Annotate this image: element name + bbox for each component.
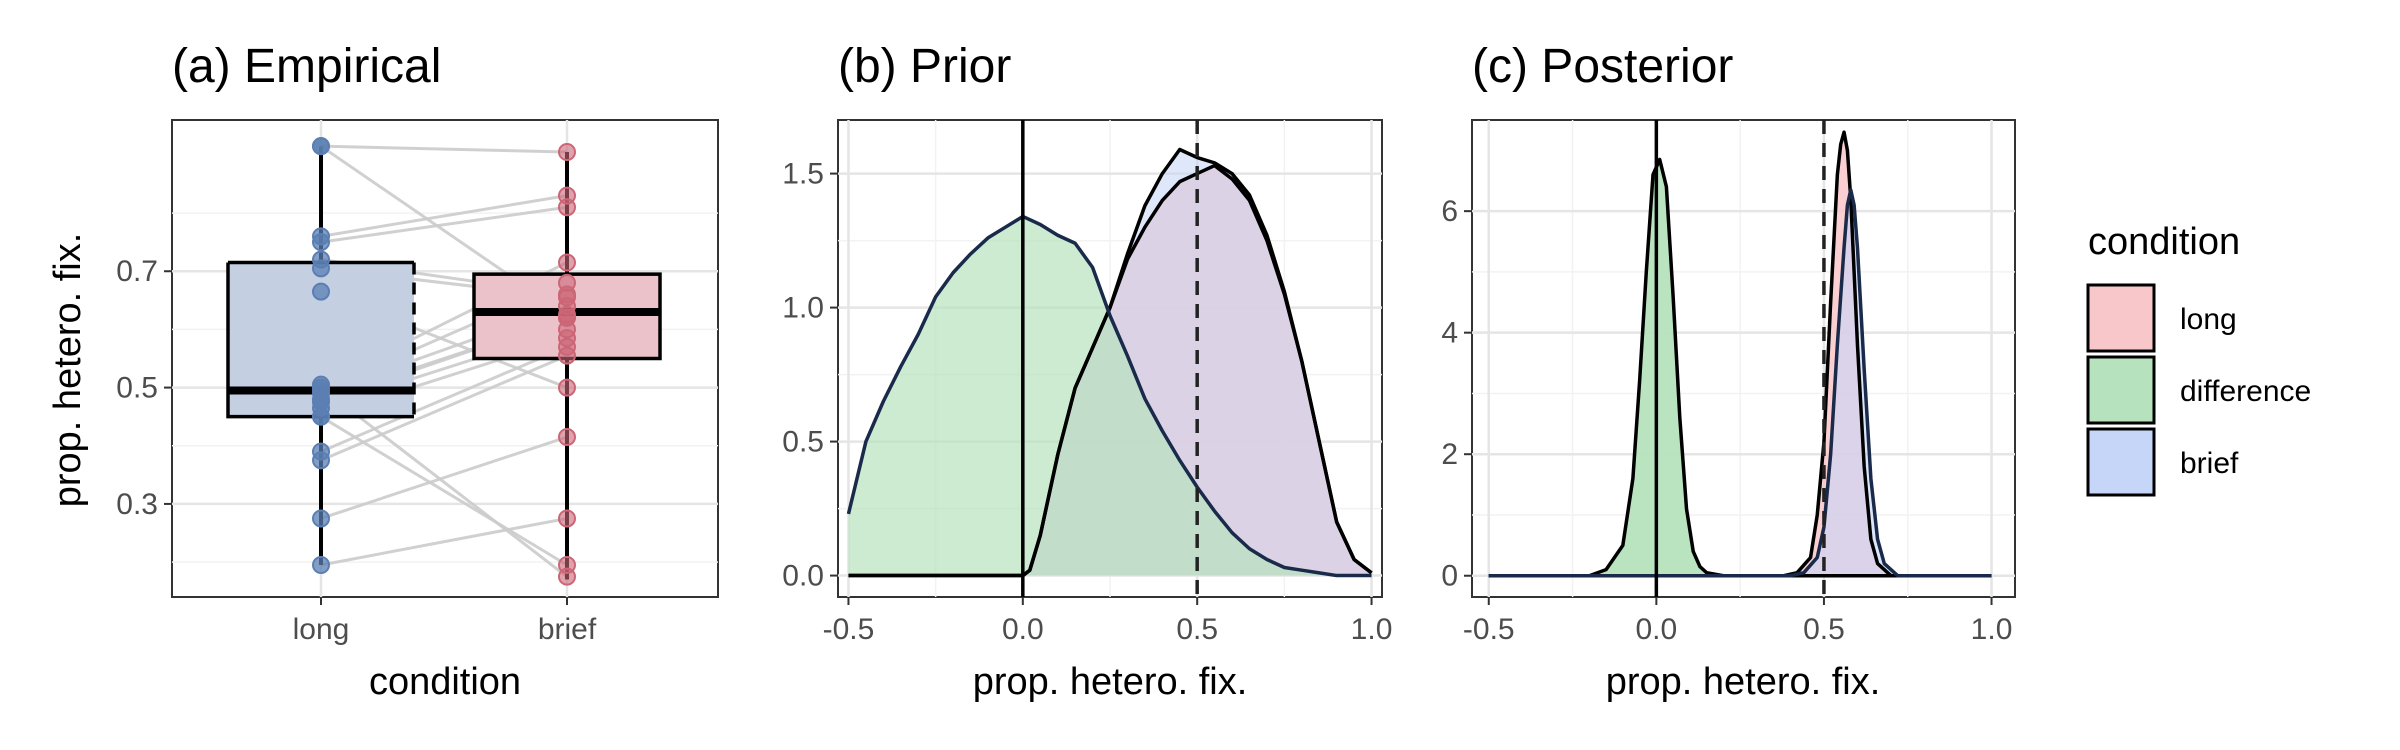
pair-line [320, 144, 568, 154]
pair-line [320, 415, 568, 567]
panel-prior-title: (b) Prior [838, 40, 1011, 93]
point-brief [558, 308, 576, 327]
pair-line [320, 435, 568, 520]
panel-prior-axes: 0.0 0.5 1.0 1.5 -0.5 0.0 0.5 1.0 [782, 158, 1392, 646]
panel-empirical-axes: 0.3 0.5 0.7 long brief [116, 255, 597, 646]
x-tick-label: -0.5 [1463, 613, 1515, 646]
pair-line [320, 205, 568, 244]
x-tick-label: 0.5 [1803, 613, 1845, 646]
y-tick-label: 1.5 [782, 158, 824, 191]
point-brief [558, 346, 576, 365]
x-tick-label: long [293, 613, 350, 646]
panel-posterior-title: (c) Posterior [1472, 40, 1733, 93]
density-outline-long [1488, 130, 1992, 578]
legend-title: condition [2088, 221, 2240, 263]
point-brief [558, 567, 576, 586]
panel-posterior-areas [1488, 130, 1992, 578]
x-tick-label: -0.5 [823, 613, 875, 646]
panel-prior-xlabel: prop. hetero. fix. [973, 661, 1248, 703]
panel-posterior: 0 2 4 6 -0.5 0.0 0.5 1.0 (c) Posterior prop. he… [1441, 40, 2016, 703]
point-long [312, 233, 330, 252]
y-tick-label: 0.7 [116, 255, 158, 288]
y-tick-label: 6 [1441, 195, 1458, 228]
point-brief [558, 253, 576, 272]
panel-empirical-xlabel: condition [369, 661, 521, 703]
pair-line [320, 194, 568, 238]
y-tick-label: 4 [1441, 317, 1458, 350]
density-outline-difference [846, 214, 1372, 578]
x-tick-label: 1.0 [1971, 613, 2013, 646]
point-long [312, 451, 330, 470]
point-brief [558, 509, 576, 528]
panel-empirical: 0.3 0.5 0.7 long brief (a) Empirical conditi… [47, 40, 719, 703]
panel-empirical-title: (a) Empirical [172, 40, 441, 93]
y-tick-label: 1.0 [782, 292, 824, 325]
panel-prior: 0.0 0.5 1.0 1.5 -0.5 0.0 0.5 1.0 (b) Prior prop… [782, 40, 1392, 703]
panel-posterior-xlabel: prop. hetero. fix. [1606, 661, 1881, 703]
point-long [312, 393, 330, 412]
density-outline-difference [1488, 157, 1992, 578]
legend-swatch-brief [2086, 427, 2156, 497]
x-tick-label: 1.0 [1351, 613, 1393, 646]
x-tick-label: brief [538, 613, 597, 646]
panel-posterior-axes: 0 2 4 6 -0.5 0.0 0.5 1.0 [1441, 195, 2012, 646]
point-long [312, 259, 330, 278]
pair-line [320, 345, 568, 453]
point-long [312, 556, 330, 575]
point-brief [558, 273, 576, 292]
y-tick-label: 0.0 [782, 560, 824, 593]
legend-swatch-long [2086, 283, 2156, 353]
point-long [312, 509, 330, 528]
y-tick-label: 0.5 [782, 426, 824, 459]
panel-posterior-reference-lines [1654, 120, 1826, 597]
density-outline-brief [848, 147, 1373, 578]
y-tick-label: 2 [1441, 438, 1458, 471]
x-tick-label: 0.0 [1002, 613, 1044, 646]
y-tick-label: 0 [1441, 560, 1458, 593]
legend: condition long difference brief [2086, 221, 2311, 497]
density-difference [848, 216, 1372, 576]
y-tick-label: 0.3 [116, 488, 158, 521]
legend-label-brief: brief [2180, 447, 2239, 480]
point-brief [558, 428, 576, 447]
panel-posterior-background [1471, 119, 2016, 598]
point-long [312, 282, 330, 301]
legend-label-difference: difference [2180, 375, 2311, 408]
panel-prior-reference-lines [1021, 120, 1199, 597]
legend-items: long difference brief [2086, 283, 2311, 497]
x-tick-label: 0.0 [1635, 613, 1677, 646]
x-tick-label: 0.5 [1176, 613, 1218, 646]
point-long [312, 137, 330, 156]
pair-line [320, 386, 568, 578]
point-brief [558, 142, 576, 161]
legend-swatch-difference [2086, 355, 2156, 425]
point-brief [558, 378, 576, 397]
pair-line [320, 516, 568, 567]
panel-prior-areas [846, 147, 1373, 578]
density-outline-brief [1488, 188, 1992, 578]
y-tick-label: 0.5 [116, 372, 158, 405]
point-brief [558, 198, 576, 217]
panel-empirical-ylabel: prop. hetero. fix. [47, 233, 89, 508]
panel-empirical-points [312, 137, 576, 586]
legend-label-long: long [2180, 303, 2237, 336]
